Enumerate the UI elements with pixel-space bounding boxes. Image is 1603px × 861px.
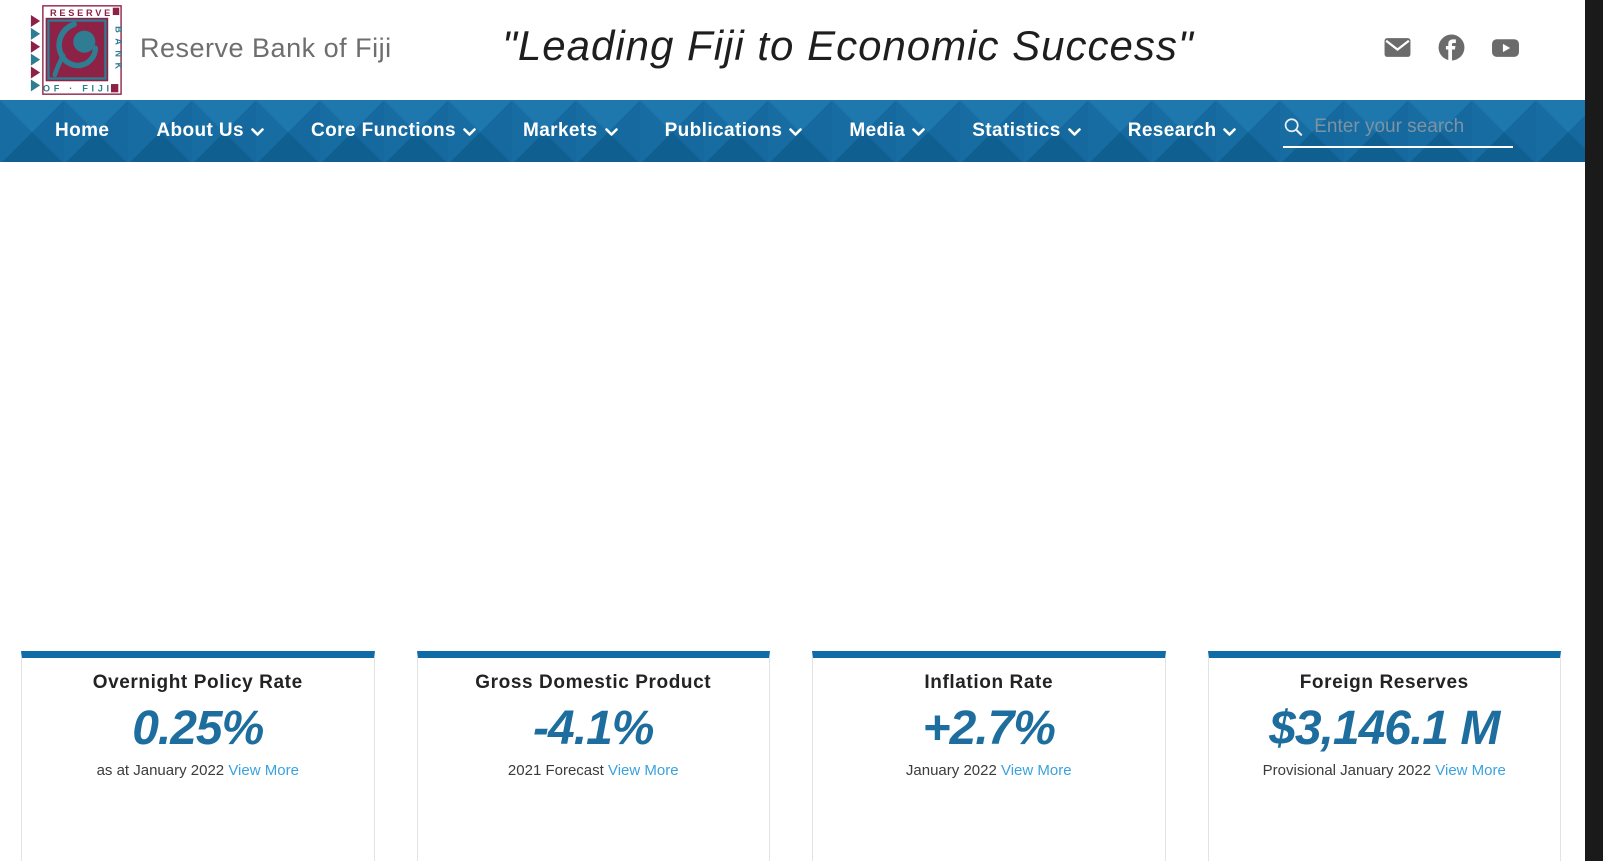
main-nav: Home About Us Core Functions Markets Pub… [0, 100, 1603, 162]
stat-card-foreign-reserves: Foreign Reserves $3,146.1 M Provisional … [1207, 651, 1561, 861]
stat-caption-text: January 2022 [905, 762, 997, 779]
stat-caption: 2021 Forecast View More [418, 762, 770, 780]
nav-item-core-functions[interactable]: Core Functions [311, 120, 476, 142]
stat-caption-text: as at January 2022 [96, 762, 225, 779]
nav-item-publications[interactable]: Publications [665, 120, 803, 142]
stat-title: Gross Domestic Product [475, 672, 712, 693]
youtube-icon [1492, 39, 1519, 57]
nav-item-label: Publications [664, 120, 783, 141]
site-header: RESERVE OF · FIJI BANK Reserve Bank of F… [0, 0, 1603, 100]
view-more-link[interactable]: View More [1000, 762, 1072, 779]
chevron-down-icon [463, 128, 476, 137]
logo-bottom-text: OF · FIJI [43, 83, 113, 93]
chevron-down-icon [604, 128, 618, 137]
nav-item-home[interactable]: Home [55, 120, 109, 142]
stat-caption: as at January 2022 View More [22, 762, 374, 780]
facebook-icon [1438, 34, 1465, 61]
stat-title: Overnight Policy Rate [92, 672, 303, 693]
chevron-down-icon [1223, 128, 1237, 137]
window-edge-strip [1585, 0, 1603, 861]
nav-item-markets[interactable]: Markets [523, 120, 618, 142]
chevron-down-icon [251, 128, 264, 137]
hero-carousel [0, 162, 1603, 651]
nav-item-about-us[interactable]: About Us [156, 120, 264, 142]
nav-item-research[interactable]: Research [1128, 120, 1237, 142]
logo-top-text: RESERVE [50, 8, 113, 18]
chevron-down-icon [789, 128, 803, 137]
search-input[interactable] [1314, 115, 1513, 138]
nav-item-label: Statistics [972, 120, 1061, 141]
nav-item-label: Media [849, 120, 906, 141]
email-link[interactable] [1383, 33, 1412, 62]
chevron-down-icon [1067, 128, 1081, 137]
stat-card-overnight-policy-rate: Overnight Policy Rate 0.25% as at Januar… [21, 651, 375, 861]
nav-item-label: Markets [522, 120, 598, 141]
stat-caption: Provisional January 2022 View More [1209, 762, 1561, 780]
social-links [1383, 33, 1520, 62]
nav-item-label: Home [55, 120, 110, 141]
stat-caption-text: 2021 Forecast [507, 762, 604, 779]
search-icon[interactable] [1283, 115, 1304, 139]
rbf-logo-icon: RESERVE OF · FIJI BANK [30, 5, 124, 95]
chevron-down-icon [912, 128, 926, 137]
nav-item-label: About Us [156, 120, 245, 141]
rbf-logo[interactable]: RESERVE OF · FIJI BANK [30, 4, 124, 96]
view-more-link[interactable]: View More [228, 762, 299, 779]
stat-value: 0.25% [132, 702, 264, 755]
logo-side-text: BANK [114, 26, 122, 75]
stat-value: +2.7% [922, 702, 1056, 755]
site-tagline: "Leading Fiji to Economic Success" [502, 22, 1194, 69]
key-statistics-row: Overnight Policy Rate 0.25% as at Januar… [21, 651, 1561, 861]
youtube-link[interactable] [1491, 33, 1520, 62]
view-more-link[interactable]: View More [607, 762, 679, 779]
stat-caption: January 2022 View More [813, 762, 1165, 780]
nav-item-media[interactable]: Media [849, 120, 926, 142]
view-more-link[interactable]: View More [1435, 762, 1506, 779]
facebook-link[interactable] [1437, 33, 1466, 62]
search-bar [1283, 115, 1513, 148]
stat-value: $3,146.1 M [1269, 702, 1500, 755]
stat-title: Inflation Rate [924, 672, 1054, 693]
stat-title: Foreign Reserves [1299, 672, 1469, 693]
envelope-icon [1384, 38, 1411, 57]
nav-item-label: Core Functions [311, 120, 456, 141]
stat-caption-text: Provisional January 2022 [1262, 762, 1432, 779]
site-title: Reserve Bank of Fiji [140, 33, 392, 63]
nav-item-statistics[interactable]: Statistics [972, 120, 1081, 142]
nav-item-label: Research [1127, 120, 1217, 141]
stat-card-gross-domestic-product: Gross Domestic Product -4.1% 2021 Foreca… [416, 651, 770, 861]
stat-card-inflation-rate: Inflation Rate +2.7% January 2022 View M… [812, 651, 1166, 861]
stat-value: -4.1% [533, 702, 654, 755]
